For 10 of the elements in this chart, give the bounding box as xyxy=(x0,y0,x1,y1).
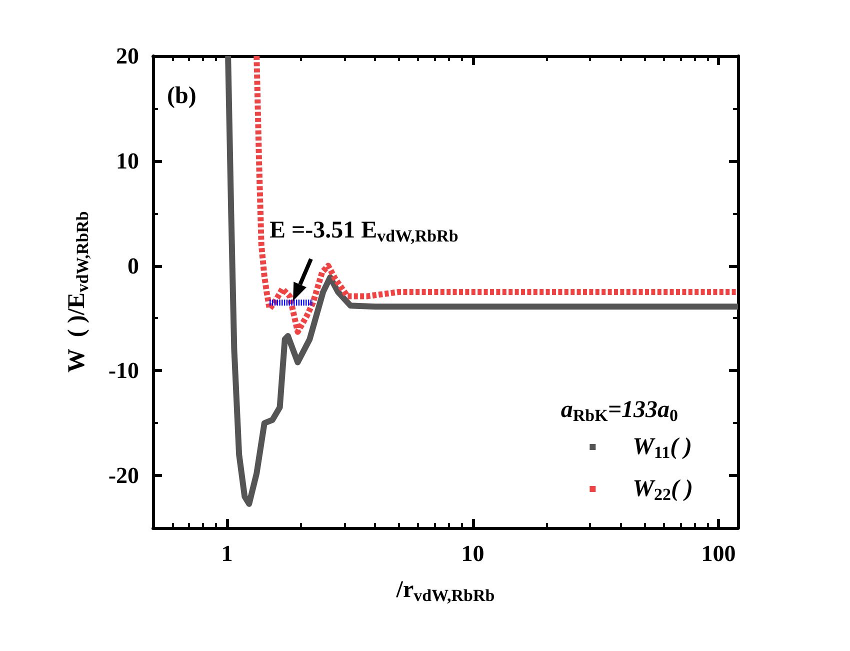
y-tick-label: -20 xyxy=(108,463,139,488)
y-tick-label: 0 xyxy=(128,253,139,278)
y-axis-title: W ( )/EvdW,RbRb xyxy=(64,211,92,373)
y-tick-label: 20 xyxy=(116,44,139,68)
x-tick-label: 10 xyxy=(461,541,484,566)
y-tick-label: 10 xyxy=(116,148,139,174)
y-tick-label: -10 xyxy=(108,358,139,384)
x-tick-label: 1 xyxy=(221,541,233,566)
x-tick-label: 100 xyxy=(701,541,736,566)
annotation: (b) xyxy=(167,83,196,109)
